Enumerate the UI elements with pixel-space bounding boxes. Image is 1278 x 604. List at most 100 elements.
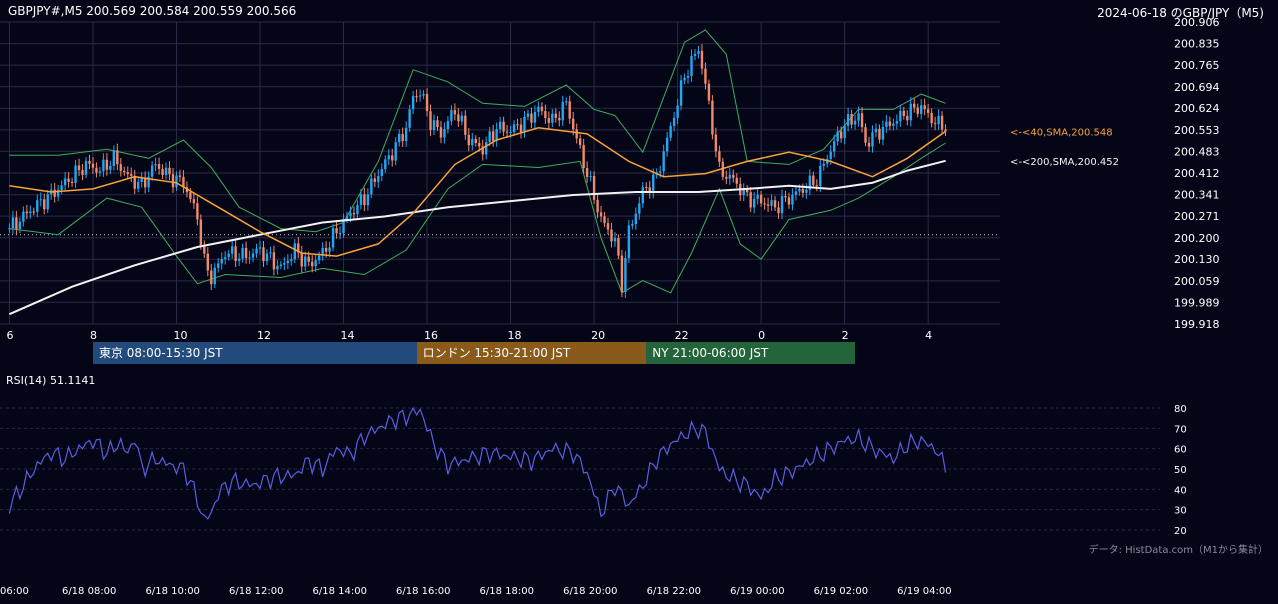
candle-body (39, 199, 42, 201)
candle (676, 98, 679, 124)
candle-body (56, 189, 60, 197)
candle-body (380, 169, 383, 177)
candle-body (561, 101, 564, 121)
candle-body (314, 260, 317, 267)
candle-body (554, 113, 557, 118)
candle (11, 210, 15, 235)
candle (464, 110, 467, 140)
candle (766, 197, 770, 212)
candle (641, 182, 644, 208)
chart-title: 2024-06-18 のGBP/JPY（M5) (1097, 6, 1264, 20)
candle (384, 155, 387, 173)
candle (488, 126, 491, 147)
candle-body (867, 142, 871, 147)
bollinger-bands (9, 29, 946, 294)
candle-body (196, 203, 199, 220)
candle-body (123, 170, 126, 173)
candle-body (443, 129, 446, 138)
candle (871, 125, 874, 153)
candle-body (119, 164, 122, 171)
candle (192, 192, 196, 209)
candle (359, 189, 363, 210)
candle-body (258, 247, 262, 249)
candle-body (43, 199, 46, 210)
candle-body (377, 176, 380, 182)
candle (860, 107, 864, 133)
candle-body (575, 129, 578, 139)
candle (314, 254, 317, 272)
x-tick-label: 22 (675, 329, 689, 342)
candle-body (18, 221, 22, 229)
candle (516, 118, 519, 130)
candle (850, 109, 853, 129)
date-tick-label: 6/19 00:00 (730, 586, 784, 597)
candle (558, 111, 561, 127)
candle-body (234, 246, 237, 261)
candle (624, 251, 627, 298)
candle-body (582, 145, 585, 169)
candle-body (759, 194, 763, 204)
candle (892, 118, 895, 131)
candle-body (850, 114, 853, 125)
candle-body (168, 167, 171, 175)
candle-body (749, 192, 752, 208)
candle (432, 114, 436, 136)
candle-body (572, 118, 575, 130)
candle-body (457, 114, 460, 122)
candle (39, 192, 42, 207)
candle (801, 183, 805, 198)
candle-body (84, 160, 88, 175)
candle (718, 145, 721, 168)
candle (940, 111, 944, 134)
candle-body (523, 116, 526, 133)
candle-body (711, 100, 714, 135)
candle (714, 127, 718, 158)
candle (582, 138, 585, 174)
candle-body (366, 194, 370, 206)
candle-body (728, 174, 731, 179)
candles (8, 44, 947, 298)
candle (213, 263, 216, 289)
candle (530, 107, 533, 129)
candle-body (819, 165, 822, 186)
candle (839, 126, 843, 143)
candle-body (808, 175, 812, 190)
candle-body (519, 124, 523, 133)
candle-body (613, 238, 617, 242)
candle (224, 251, 227, 265)
candle (279, 260, 283, 270)
candle-body (871, 132, 874, 147)
candle (244, 241, 248, 264)
candle (269, 246, 272, 259)
date-tick-label: 06:00 (0, 586, 29, 597)
candle (728, 168, 731, 185)
candle (283, 257, 286, 271)
candle-body (161, 168, 164, 175)
session-london: ロンドン 15:30-21:00 JST (416, 342, 647, 364)
candle (805, 183, 808, 199)
candle-body (916, 107, 919, 114)
candle (98, 166, 102, 177)
candle (899, 104, 902, 127)
candle (352, 206, 356, 221)
candle (930, 108, 933, 128)
candle-body (770, 200, 773, 206)
session-tokyo: 東京 08:00-15:30 JST (92, 342, 417, 364)
candle (380, 163, 383, 182)
candle-body (276, 266, 279, 270)
candle (533, 105, 537, 129)
candle (262, 240, 265, 267)
candle (70, 177, 74, 187)
candle-body (481, 146, 484, 155)
candle-body (446, 121, 450, 130)
candle-body (773, 200, 777, 208)
candle (749, 186, 752, 213)
candle (679, 74, 683, 111)
candle (471, 132, 474, 151)
candle (206, 247, 209, 277)
x-tick-label: 4 (925, 329, 932, 342)
candle-body (547, 118, 551, 123)
candle (25, 204, 29, 220)
candle (763, 197, 766, 210)
candle-body (77, 165, 81, 170)
